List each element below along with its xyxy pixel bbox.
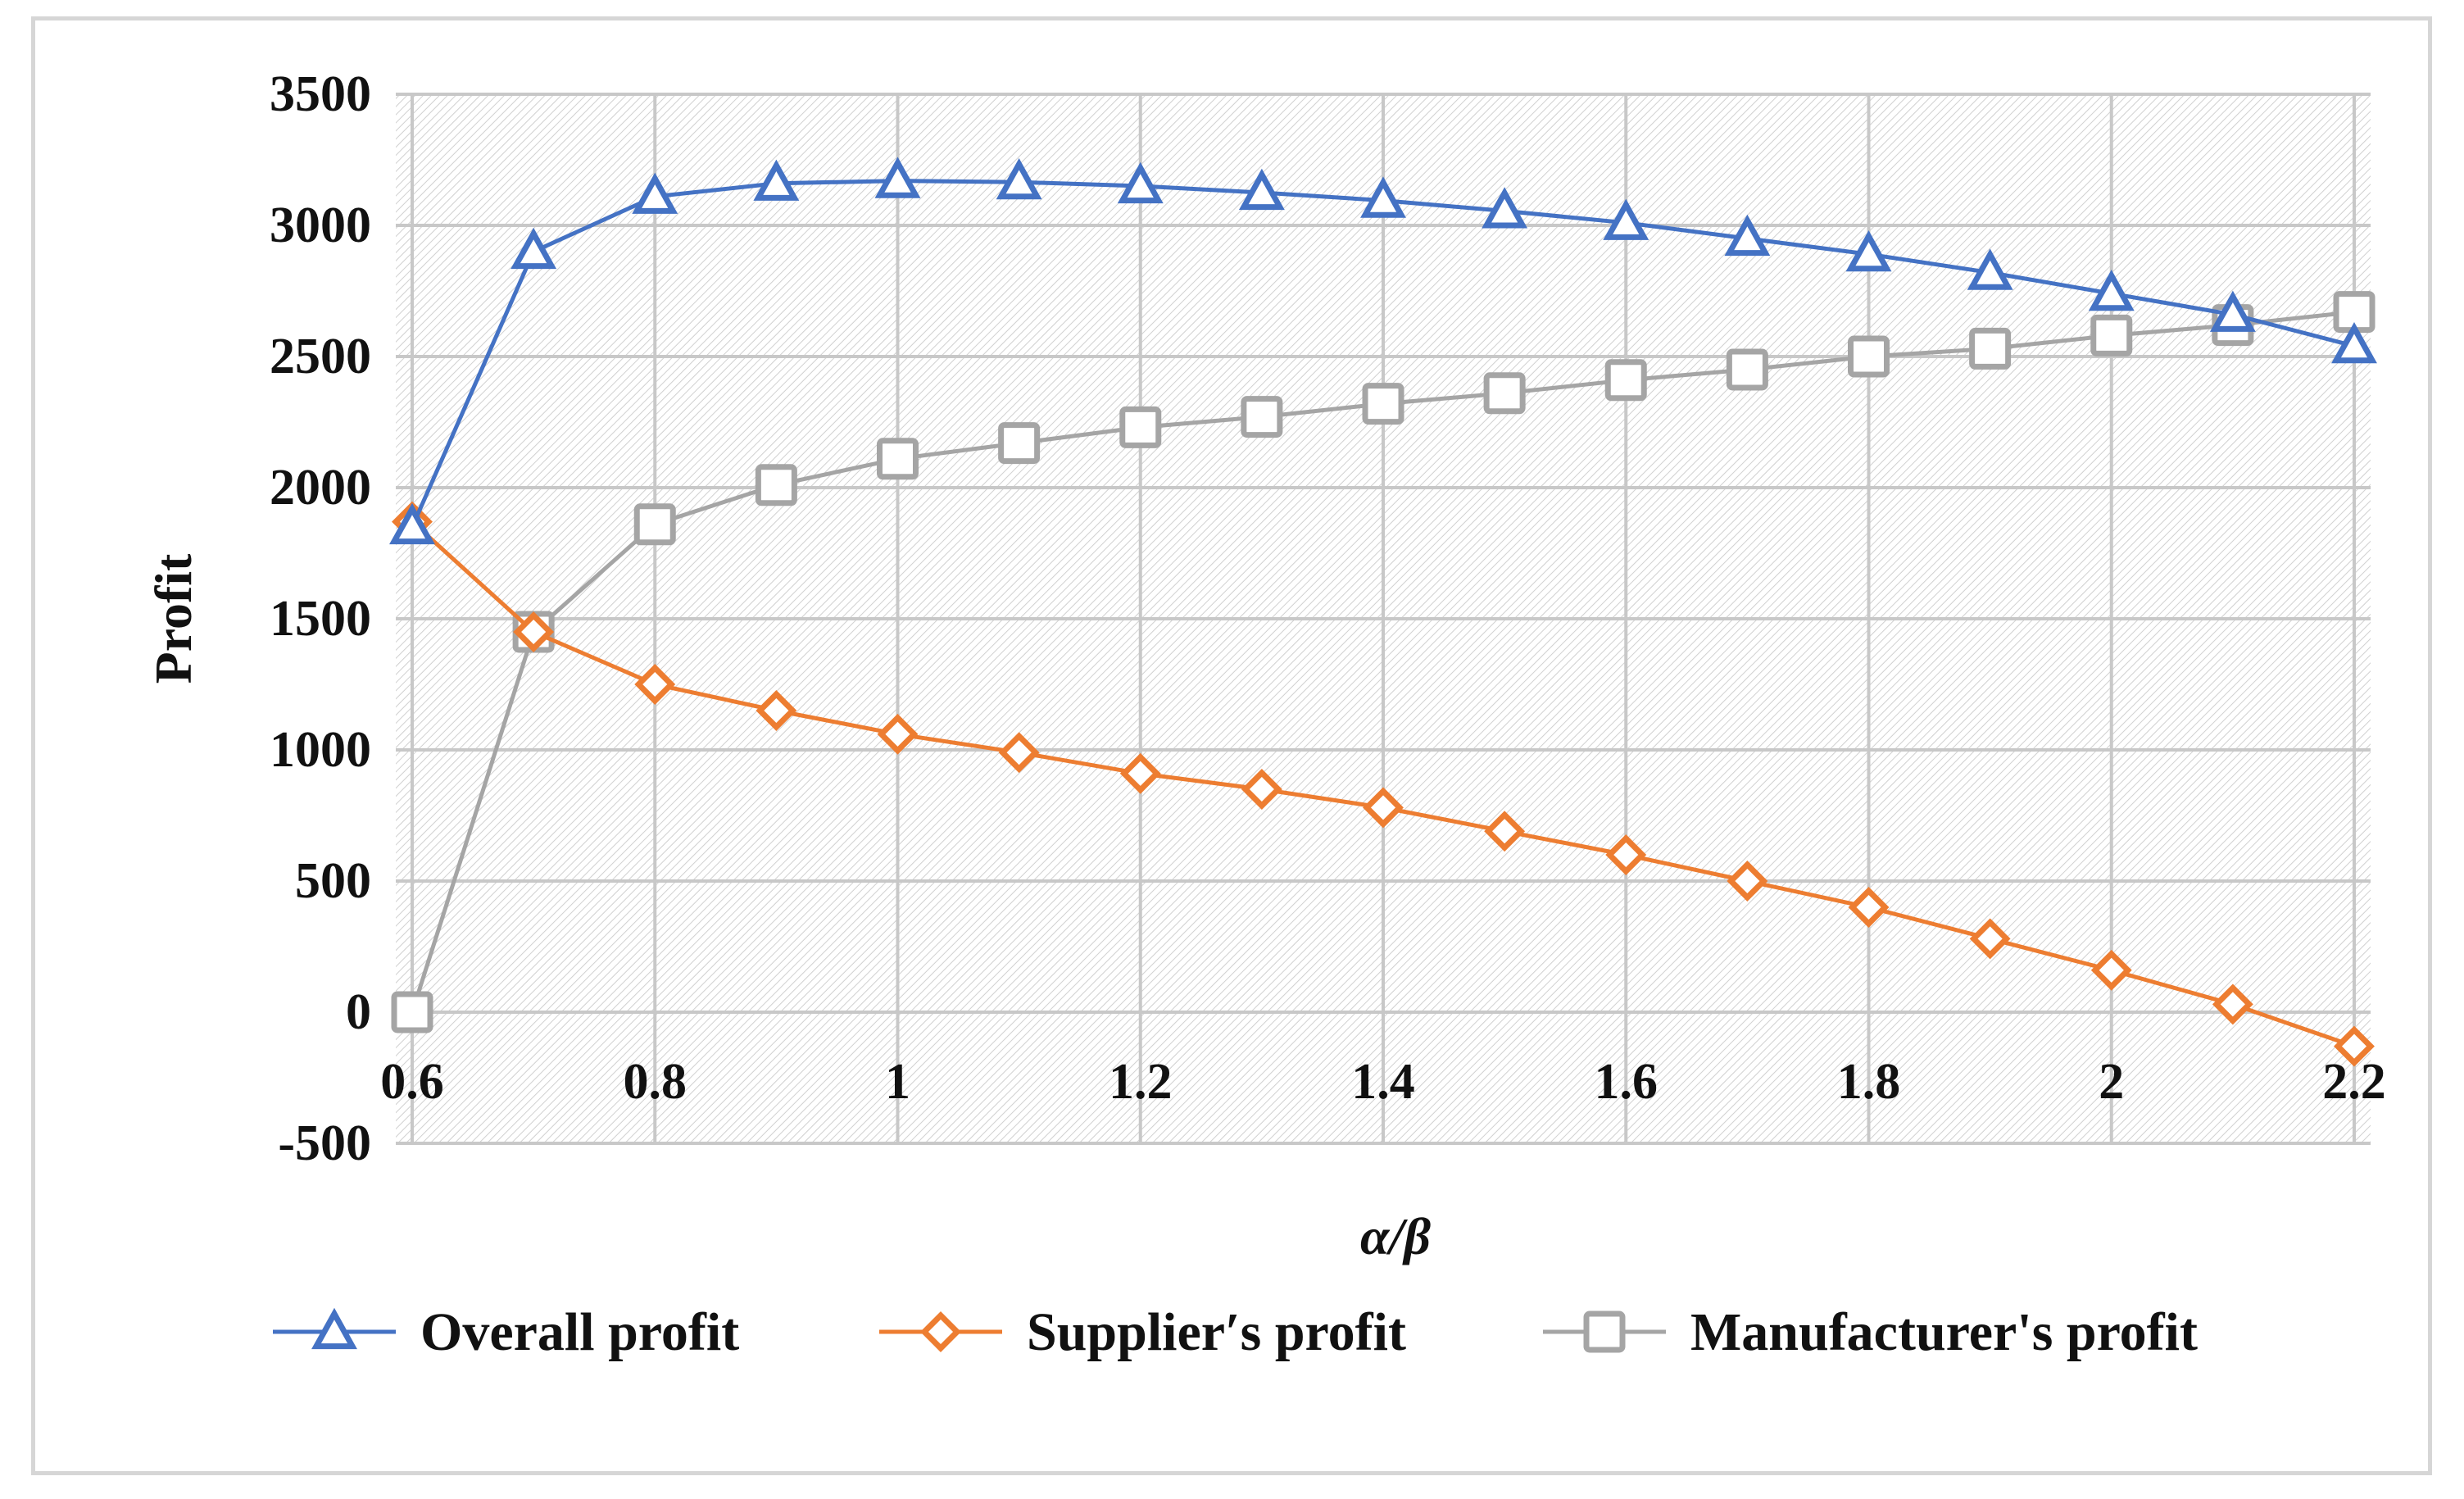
y-tick-label: -500 — [278, 1115, 371, 1171]
x-tick-label: 1 — [885, 1054, 910, 1110]
chart-frame: 3500 3000 2500 2000 1500 1000 500 0 -500 0.6 0.8 1… — [31, 16, 2432, 1475]
y-tick-label: 2000 — [270, 460, 371, 516]
y-tick-label: 3500 — [270, 66, 371, 122]
x-tick-label: 1.2 — [1109, 1054, 1173, 1110]
x-axis-label: α/β — [1360, 1207, 1431, 1265]
y-tick-label: 500 — [295, 853, 371, 909]
data-point-square — [1362, 383, 1404, 425]
legend-label: Manufacturer's profit — [1690, 1302, 2198, 1362]
y-axis-label: Profit — [144, 553, 202, 684]
data-point-square — [1726, 348, 1768, 391]
data-point-diamond — [1848, 887, 1890, 928]
x-axis-ticks: 0.6 0.8 1 1.2 1.4 1.6 1.8 2 2.2 — [380, 1054, 2386, 1110]
data-point-diamond — [634, 664, 676, 705]
data-point-triangle — [510, 227, 557, 270]
data-point-diamond — [1241, 769, 1282, 810]
x-tick-label: 0.6 — [380, 1054, 444, 1110]
data-point-diamond — [1363, 787, 1404, 829]
data-point-square — [1483, 372, 1526, 415]
data-point-square — [1848, 335, 1890, 378]
line-chart: 3500 3000 2500 2000 1500 1000 500 0 -500 0.6 0.8 1… — [144, 66, 2386, 1362]
series-triangle — [389, 157, 2377, 545]
data-point-triangle — [1603, 198, 1649, 240]
x-tick-label: 2 — [2099, 1054, 2124, 1110]
data-point-diamond — [1605, 834, 1647, 875]
data-point-diamond — [998, 732, 1040, 774]
data-point-diamond — [2090, 949, 2132, 991]
legend-label: Overall profit — [420, 1302, 739, 1362]
data-point-triangle — [2331, 321, 2377, 364]
data-point-diamond — [877, 713, 919, 755]
data-point-square — [1241, 396, 1283, 438]
data-point-square — [877, 438, 919, 480]
data-point-triangle — [1845, 229, 1892, 272]
x-tick-label: 1.4 — [1351, 1054, 1415, 1110]
data-point-triangle — [1238, 168, 1285, 211]
data-point-square — [1119, 406, 1162, 448]
x-tick-label: 1.6 — [1595, 1054, 1659, 1110]
data-point-square — [998, 422, 1041, 465]
data-point-diamond — [2334, 1025, 2375, 1067]
data-point-square — [755, 464, 797, 506]
x-tick-label: 1.8 — [1837, 1054, 1901, 1110]
data-point-diamond — [1119, 752, 1161, 794]
data-point-diamond — [1727, 861, 1768, 902]
data-point-triangle — [1967, 248, 2013, 290]
y-axis-ticks: 3500 3000 2500 2000 1500 1000 500 0 -500 — [270, 66, 371, 1171]
y-tick-label: 1000 — [270, 722, 371, 778]
y-tick-label: 2500 — [270, 329, 371, 384]
data-point-triangle — [1482, 187, 1528, 229]
data-point-triangle — [996, 157, 1042, 200]
data-point-square — [391, 991, 433, 1033]
series-group — [389, 157, 2377, 1067]
gridlines — [396, 93, 2371, 1145]
data-point-triangle — [1117, 161, 1164, 204]
x-tick-label: 0.8 — [624, 1054, 687, 1110]
legend: Overall profit Supplier′s profit Manufactu… — [273, 1302, 2198, 1362]
y-tick-label: 1500 — [270, 591, 371, 647]
data-point-triangle — [1724, 214, 1771, 257]
legend-triangle-icon — [311, 1307, 357, 1350]
data-point-triangle — [1360, 176, 1406, 218]
data-point-triangle — [2209, 290, 2256, 332]
legend-label: Supplier′s profit — [1027, 1302, 1406, 1362]
data-point-diamond — [1484, 811, 1526, 852]
legend-square-icon — [1583, 1310, 1626, 1353]
legend-diamond-icon — [920, 1311, 961, 1352]
data-point-triangle — [389, 502, 435, 545]
y-tick-label: 3000 — [270, 198, 371, 253]
data-point-diamond — [1969, 918, 2011, 960]
data-point-triangle — [632, 172, 678, 214]
data-point-diamond — [513, 611, 555, 652]
data-point-square — [2090, 314, 2133, 357]
data-point-square — [1604, 359, 1647, 402]
legend-item: Supplier′s profit — [879, 1302, 1406, 1362]
data-point-triangle — [874, 157, 921, 198]
data-point-square — [633, 503, 676, 546]
legend-item: Manufacturer's profit — [1543, 1302, 2198, 1362]
legend-item: Overall profit — [273, 1302, 739, 1362]
y-tick-label: 0 — [346, 984, 371, 1040]
data-point-diamond — [2212, 983, 2253, 1025]
data-point-triangle — [2088, 269, 2135, 311]
data-point-square — [1969, 327, 2012, 370]
data-point-diamond — [756, 690, 797, 731]
data-point-triangle — [753, 159, 800, 201]
